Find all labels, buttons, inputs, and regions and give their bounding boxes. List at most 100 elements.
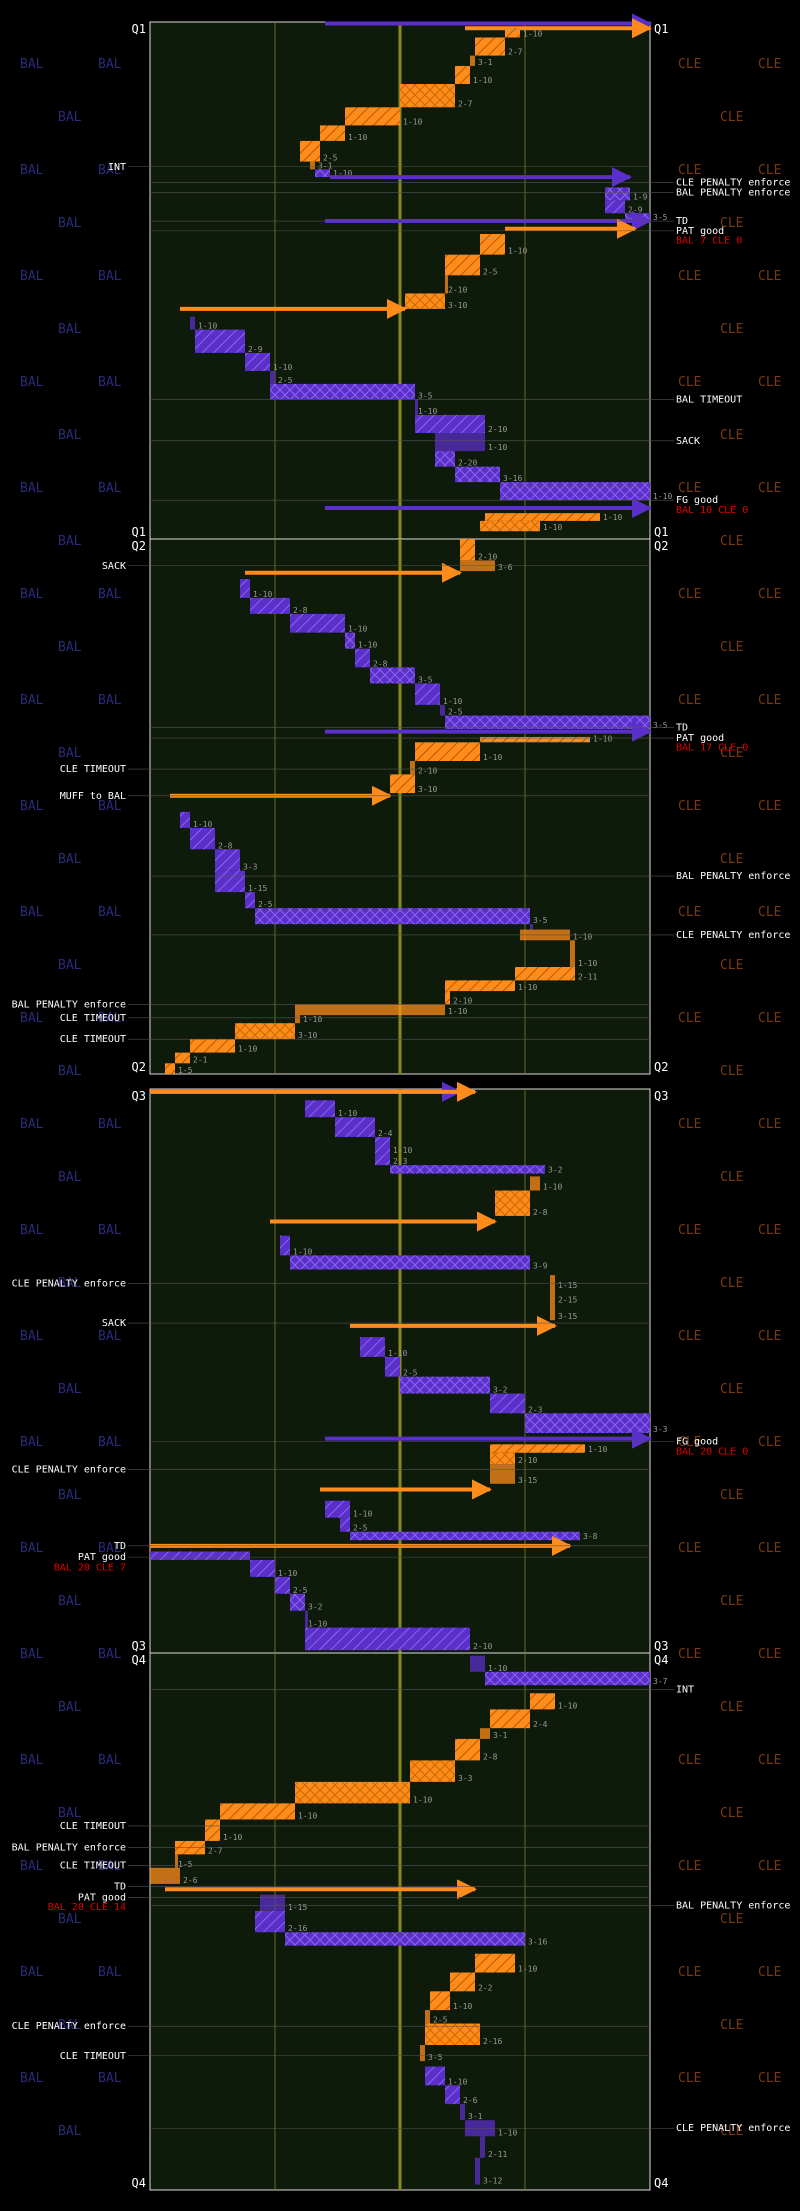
down-distance-label: 2-7 [508, 48, 523, 57]
down-distance-label: 1-10 [443, 697, 462, 706]
play-bar-cle [515, 967, 575, 981]
down-distance-label: 2-8 [218, 841, 233, 850]
down-distance-label: 3-10 [298, 1031, 317, 1040]
side-label-cle: CLE [678, 1753, 701, 1768]
event-label: CLE TIMEOUT [60, 1034, 126, 1045]
down-distance-label: 3-2 [493, 1386, 508, 1395]
down-distance-label: 1-10 [308, 1620, 327, 1629]
side-label-bal: BAL [58, 110, 82, 125]
play-bar-cle [390, 774, 415, 794]
side-label-bal: BAL [98, 2071, 122, 2086]
event-label: BAL PENALTY enforce [676, 188, 790, 199]
play-bar-bal [415, 399, 418, 415]
side-label-cle: CLE [678, 905, 701, 920]
play-bar-cle [410, 1760, 455, 1782]
down-distance-label: 2-1 [193, 1055, 208, 1064]
play-bar-bal [475, 2157, 480, 2185]
play-bar-bal [485, 1671, 650, 1686]
side-label-bal: BAL [58, 428, 82, 443]
play-bar-bal [480, 2136, 485, 2158]
score-label: BAL 20 CLE 7 [54, 1562, 126, 1573]
play-bar-bal [370, 667, 415, 684]
down-distance-label: 2-8 [373, 659, 388, 668]
side-label-cle: CLE [678, 1435, 701, 1450]
down-distance-label: 1-10 [588, 1445, 607, 1454]
down-distance-label: 1-9 [633, 192, 648, 201]
quarter-label-top-left: Q3 [132, 1089, 146, 1103]
side-label-cle: CLE [758, 587, 781, 602]
play-bar-cle [475, 1953, 515, 1973]
quarter-label-bottom-left: Q3 [132, 1639, 146, 1653]
side-label-bal: BAL [58, 1806, 82, 1821]
play-bar-bal [435, 451, 455, 467]
down-distance-label: 2-10 [518, 1456, 537, 1465]
play-bar-bal [345, 632, 355, 649]
down-distance-label: 2-7 [458, 99, 473, 108]
side-label-cle: CLE [678, 1965, 701, 1980]
play-bar-bal [460, 2104, 465, 2121]
down-distance-label: 3-15 [558, 1312, 577, 1321]
event-label: BAL PENALTY enforce [12, 1842, 126, 1853]
side-label-bal: BAL [58, 852, 82, 867]
play-bar-bal [525, 1413, 650, 1434]
down-distance-label: 2-10 [448, 285, 467, 294]
down-distance-label: 1-10 [448, 1007, 467, 1016]
down-distance-label: 1-10 [453, 2002, 472, 2011]
down-distance-label: 3-5 [533, 916, 548, 925]
down-distance-label: 2-20 [458, 459, 477, 468]
event-label: SACK [676, 436, 700, 447]
quarter-label-bottom-left: Q4 [132, 2176, 146, 2190]
event-label: CLE PENALTY enforce [676, 930, 790, 941]
side-label-bal: BAL [58, 1912, 82, 1927]
side-label-bal: BAL [98, 1117, 122, 1132]
down-distance-label: 3-2 [308, 1603, 323, 1612]
play-bar-bal [270, 383, 415, 400]
side-label-cle: CLE [678, 57, 701, 72]
event-label: CLE TIMEOUT [60, 1013, 126, 1024]
down-distance-label: 1-10 [543, 1183, 562, 1192]
play-bar-bal [290, 1255, 530, 1270]
side-label-cle: CLE [678, 2071, 701, 2086]
down-distance-label: 2-5 [293, 1586, 308, 1595]
side-label-bal: BAL [58, 746, 82, 761]
play-bar-cle [460, 539, 475, 561]
side-label-bal: BAL [20, 587, 44, 602]
side-label-bal: BAL [58, 1276, 82, 1291]
side-label-bal: BAL [98, 1011, 122, 1026]
play-bar-cle [450, 1972, 475, 1992]
side-label-bal: BAL [98, 163, 122, 178]
down-distance-label: 1-10 [278, 1569, 297, 1578]
side-label-cle: CLE [720, 322, 743, 337]
down-distance-label: 2-4 [378, 1129, 393, 1138]
quarter-label-top-left: Q2 [132, 539, 146, 553]
side-label-cle: CLE [678, 693, 701, 708]
down-distance-label: 1-10 [198, 322, 217, 331]
quarter-label-top-left: Q4 [132, 1653, 146, 1667]
play-bar-bal [190, 827, 215, 850]
play-bar-cle [480, 233, 505, 255]
play-bar-cle [505, 28, 520, 38]
down-distance-label: 3-6 [498, 563, 513, 572]
side-label-bal: BAL [58, 1700, 82, 1715]
side-label-bal: BAL [98, 375, 122, 390]
quarter-label-bottom-right: Q1 [654, 525, 668, 539]
side-label-cle: CLE [678, 481, 701, 496]
down-distance-label: 2-10 [488, 425, 507, 434]
play-bar-cle [480, 736, 590, 743]
down-distance-label: 2-4 [533, 1720, 548, 1729]
down-distance-label: 2-16 [483, 2037, 502, 2046]
play-bar-cle [430, 1991, 450, 2011]
event-label: TD [114, 1541, 126, 1552]
side-label-bal: BAL [20, 269, 44, 284]
down-distance-label: 2-10 [453, 996, 472, 1005]
side-label-bal: BAL [98, 481, 122, 496]
play-bar-bal [305, 1627, 470, 1651]
side-label-cle: CLE [678, 163, 701, 178]
play-bar-bal [445, 2085, 460, 2105]
side-label-bal: BAL [58, 534, 82, 549]
play-bar-cle [470, 55, 475, 66]
play-bar-bal [340, 1517, 350, 1532]
down-distance-label: 3-16 [528, 1938, 547, 1947]
play-bar-bal [360, 1337, 385, 1357]
down-distance-label: 1-15 [558, 1281, 577, 1290]
